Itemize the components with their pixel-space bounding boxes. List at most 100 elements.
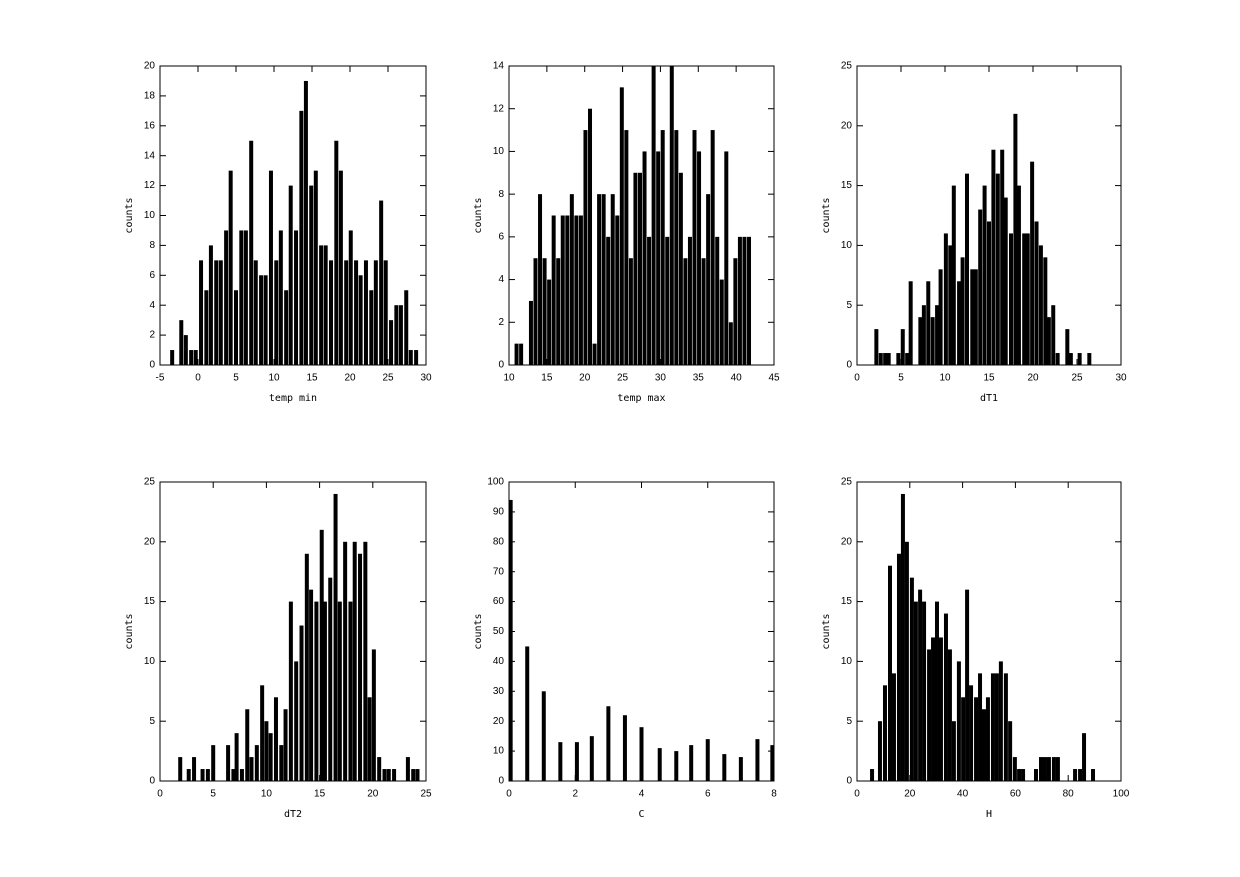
bar <box>719 279 724 365</box>
y-tick-label: 70 <box>493 566 505 577</box>
bar <box>369 290 374 365</box>
bar <box>1082 733 1087 781</box>
x-tick-label: 40 <box>731 373 743 384</box>
bar <box>1068 353 1073 365</box>
bar <box>274 260 279 365</box>
y-tick-label: 20 <box>144 61 156 72</box>
x-tick-label: 5 <box>898 373 904 384</box>
bar <box>323 245 328 365</box>
bar <box>178 757 183 781</box>
bar <box>239 230 244 365</box>
x-tick-label: 20 <box>904 789 916 800</box>
x-tick-label: 30 <box>1115 373 1127 384</box>
bar <box>1055 353 1060 365</box>
bar <box>1000 149 1005 365</box>
bar <box>239 769 244 781</box>
bar <box>1008 721 1013 781</box>
x-tick-label: 20 <box>367 789 379 800</box>
bar <box>882 685 887 781</box>
bar <box>683 258 688 365</box>
bar <box>678 172 683 365</box>
bar <box>179 320 184 365</box>
bar <box>379 200 384 365</box>
bar <box>344 260 349 365</box>
bar <box>574 215 579 365</box>
bar <box>589 736 594 781</box>
y-tick-label: 0 <box>498 776 504 787</box>
bar <box>313 170 318 365</box>
bar <box>1013 113 1018 365</box>
bar <box>674 130 679 365</box>
bar <box>314 601 319 781</box>
bar <box>615 215 620 365</box>
x-tick-label: 100 <box>1113 789 1130 800</box>
bar <box>957 281 962 365</box>
bar <box>965 173 969 365</box>
bar <box>1091 769 1096 781</box>
bar <box>913 601 918 781</box>
y-tick-label: 15 <box>144 596 156 607</box>
bar <box>556 258 561 365</box>
bar <box>1051 757 1056 781</box>
bar <box>519 343 524 365</box>
bar <box>1078 769 1083 781</box>
x-tick-label: -5 <box>156 373 165 384</box>
bar <box>411 769 416 781</box>
y-tick-label: 14 <box>144 150 156 161</box>
bar <box>998 661 1003 781</box>
bar <box>973 269 978 365</box>
bar <box>377 757 382 781</box>
bar <box>352 541 357 781</box>
x-tick-label: 20 <box>1027 373 1039 384</box>
bar <box>990 673 995 781</box>
bar <box>934 601 939 781</box>
y-tick-label: 5 <box>149 716 155 727</box>
y-tick-label: 15 <box>841 180 853 191</box>
bar <box>260 685 265 781</box>
bar <box>592 343 597 365</box>
y-tick-label: 100 <box>487 477 504 488</box>
x-tick-label: 6 <box>705 789 711 800</box>
bar <box>224 230 229 365</box>
bar <box>319 529 324 781</box>
x-axis-label: H <box>986 809 992 820</box>
bar <box>597 194 602 365</box>
bar <box>948 245 953 365</box>
x-tick-label: 25 <box>420 789 432 800</box>
bar <box>394 305 399 365</box>
bar <box>943 233 948 365</box>
bar <box>414 350 419 365</box>
y-tick-label: 50 <box>493 626 505 637</box>
bar <box>995 173 1000 365</box>
bar <box>1030 161 1035 365</box>
x-tick-label: 25 <box>382 373 394 384</box>
bar <box>697 151 702 365</box>
bar <box>878 353 883 365</box>
x-tick-label: 15 <box>314 789 326 800</box>
bar <box>930 317 935 365</box>
bar <box>558 742 563 781</box>
bar <box>724 151 729 365</box>
bar <box>927 649 932 781</box>
bar <box>1046 317 1051 365</box>
bar <box>328 577 333 781</box>
bar <box>294 230 299 365</box>
bar <box>978 673 983 781</box>
y-tick-label: 25 <box>841 61 853 72</box>
y-tick-label: 10 <box>841 656 853 667</box>
x-tick-label: 40 <box>957 789 969 800</box>
y-tick-label: 25 <box>841 477 853 488</box>
bar <box>547 279 552 365</box>
y-tick-label: 6 <box>498 231 504 242</box>
x-tick-label: 2 <box>572 789 578 800</box>
x-axis-label: dT1 <box>980 393 998 404</box>
bar <box>974 697 979 781</box>
y-tick-label: 80 <box>493 536 505 547</box>
bar <box>610 194 615 365</box>
bar <box>183 335 188 365</box>
y-tick-label: 2 <box>149 330 155 341</box>
bar <box>642 151 647 365</box>
y-axis-label: counts <box>821 613 832 649</box>
x-tick-label: 20 <box>579 373 591 384</box>
bar <box>956 661 961 781</box>
